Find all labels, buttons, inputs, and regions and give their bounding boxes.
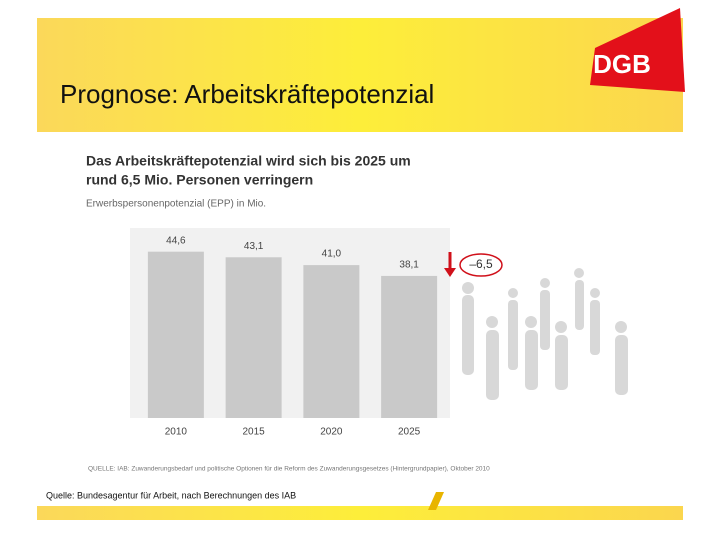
x-tick-label: 2020 xyxy=(320,427,343,438)
bar xyxy=(147,251,204,418)
people-silhouettes xyxy=(462,268,628,400)
bar xyxy=(303,265,360,418)
annotation-circle xyxy=(459,253,503,277)
data-label: 44,6 xyxy=(166,235,186,246)
footer-mark xyxy=(428,492,444,510)
data-label: 38,1 xyxy=(399,260,419,271)
data-label: 43,1 xyxy=(244,241,264,252)
x-tick-label: 2025 xyxy=(398,427,421,438)
slide-title: Prognose: Arbeitskräftepotenzial xyxy=(60,79,434,109)
footer-source: Quelle: Bundesagentur für Arbeit, nach B… xyxy=(46,490,296,500)
bar xyxy=(381,275,438,418)
header-band xyxy=(37,18,683,132)
logo-shape xyxy=(590,8,685,92)
data-label: 41,0 xyxy=(322,249,342,260)
chart-title: rund 6,5 Mio. Personen verringern xyxy=(86,172,313,188)
bar xyxy=(225,257,282,418)
chart-source: QUELLE: IAB: Zuwanderungsbedarf und poli… xyxy=(88,466,490,473)
annotation: –6,5 xyxy=(469,257,493,271)
chart-subtitle: Erwerbspersonenpotenzial (EPP) in Mio. xyxy=(86,199,266,210)
footer-band xyxy=(37,506,683,520)
chart-title: Das Arbeitskräftepotenzial wird sich bis… xyxy=(86,153,411,169)
x-tick-label: 2015 xyxy=(243,427,266,438)
logo: DGB xyxy=(593,49,651,79)
arrow-head xyxy=(444,268,456,277)
x-tick-label: 2010 xyxy=(165,427,188,438)
